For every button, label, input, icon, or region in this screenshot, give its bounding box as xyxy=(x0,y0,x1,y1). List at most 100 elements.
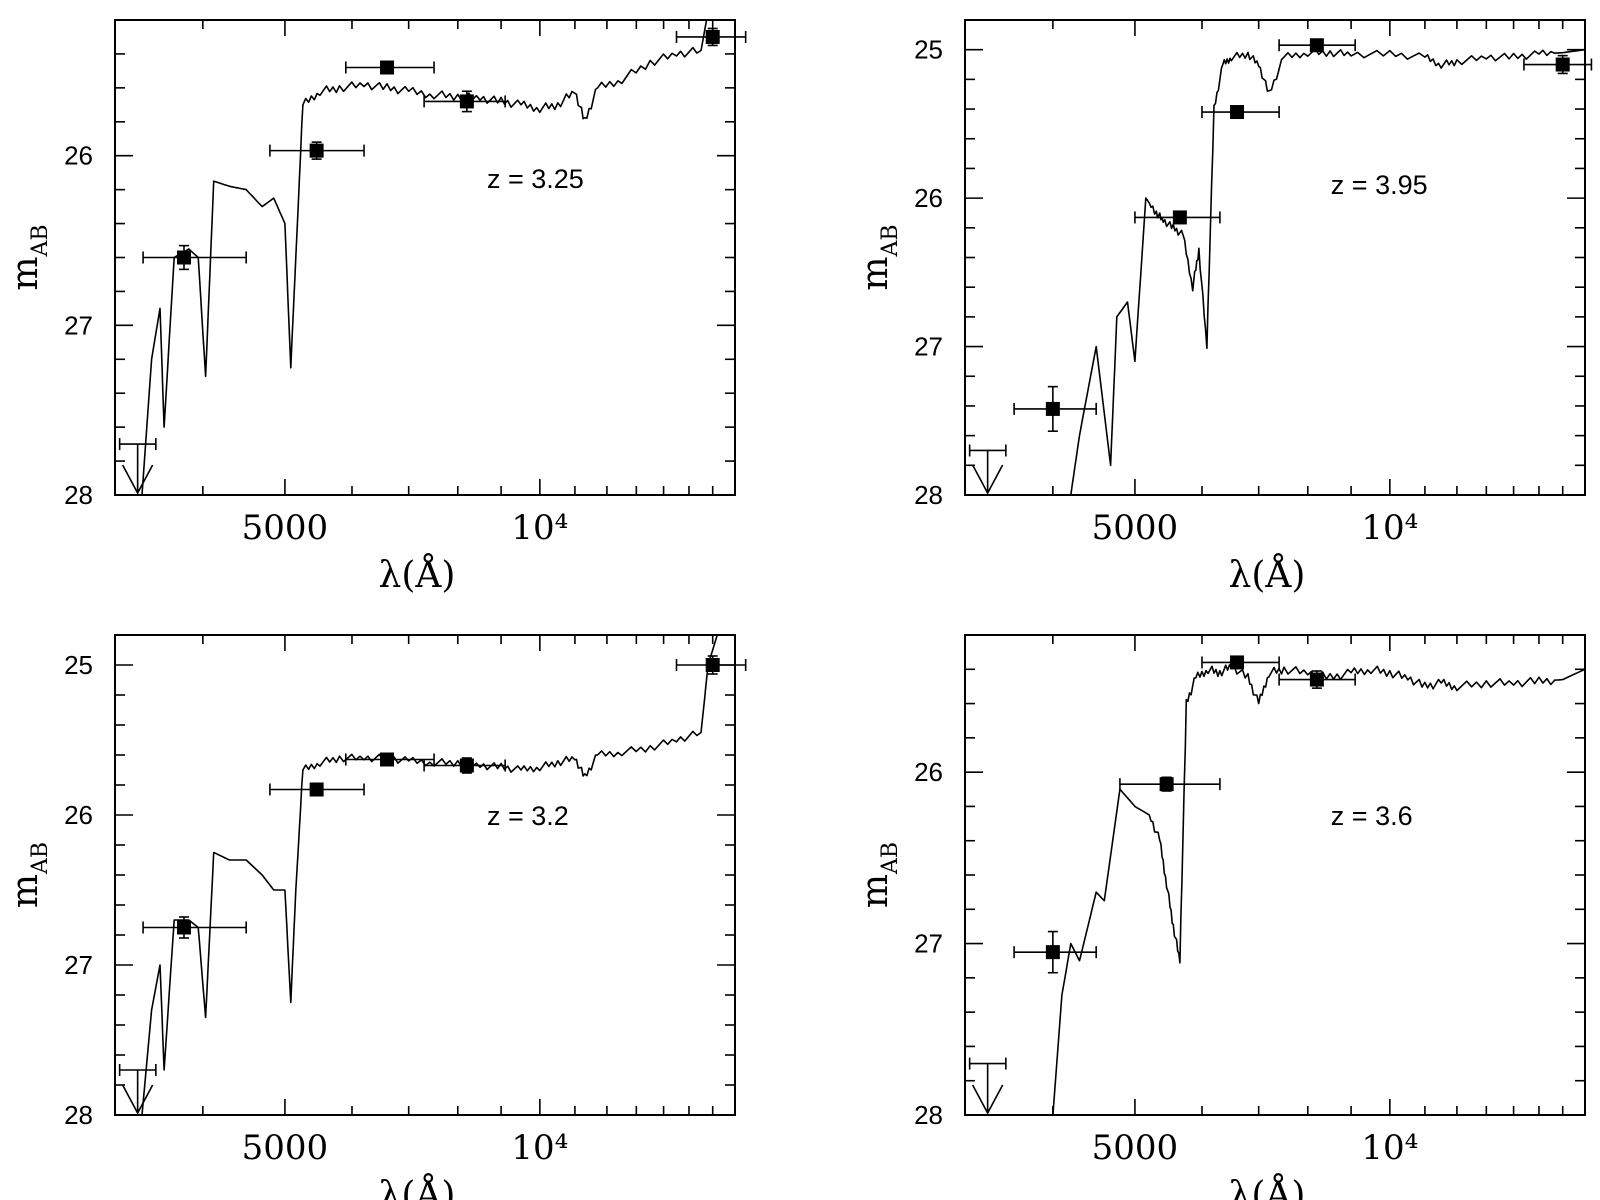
model-spectrum-line xyxy=(1052,656,1585,1115)
y-axis-label-main: m xyxy=(855,874,896,908)
photometry-point xyxy=(1201,655,1280,670)
y-tick-label: 28 xyxy=(914,480,943,510)
x-tick-label: 5000 xyxy=(242,1128,329,1168)
x-tick-label: 10⁴ xyxy=(1361,508,1418,548)
photometry-point xyxy=(423,757,506,774)
y-axis-label: mAB xyxy=(5,224,53,290)
photometry-point xyxy=(1119,776,1221,792)
y-axis-label-subscript: AB xyxy=(28,842,53,875)
x-tick-label: 5000 xyxy=(242,508,329,548)
y-axis-label-subscript: AB xyxy=(28,224,53,257)
panel-z36: 26 27 28 5000 10⁴ λ(Å) mAB z = 3.6 xyxy=(855,634,1586,1200)
photometry-marker xyxy=(176,920,191,935)
panel-z395: 25 26 27 28 5000 10⁴ λ(Å) mAB z = 3.95 xyxy=(855,19,1593,596)
photometry-point xyxy=(1201,105,1280,120)
plot-frame xyxy=(964,19,1586,496)
y-tick-label: 27 xyxy=(914,929,943,959)
y-axis-label-subscript: AB xyxy=(878,842,903,875)
y-tick-label: 28 xyxy=(64,480,93,510)
photometry-marker xyxy=(380,752,395,767)
photometry-marker xyxy=(309,782,324,797)
model-spectrum-line xyxy=(1070,43,1585,495)
y-axis-label-main: m xyxy=(855,256,896,290)
y-axis-label: mAB xyxy=(5,842,53,908)
y-tick-label: 27 xyxy=(914,332,943,362)
model-spectrum-line xyxy=(141,20,708,495)
model-spectrum-line xyxy=(141,635,719,1115)
y-axis-label-main: m xyxy=(5,874,46,908)
y-tick-label: 26 xyxy=(64,141,93,171)
redshift-annotation: z = 3.95 xyxy=(1331,170,1428,200)
photometry-point xyxy=(1523,54,1593,75)
photometry-marker xyxy=(309,143,324,158)
svg-text:mAB: mAB xyxy=(855,224,903,290)
y-axis-label-main: m xyxy=(5,256,46,290)
photometry-marker xyxy=(1172,210,1187,225)
photometry-point xyxy=(675,27,747,47)
photometry-point xyxy=(1278,38,1356,53)
x-tick-label: 5000 xyxy=(1092,1128,1179,1168)
x-axis-label: λ(Å) xyxy=(379,554,456,596)
y-tick-label: 28 xyxy=(64,1100,93,1130)
panel-z325: 26 27 28 5000 10⁴ λ(Å) mAB z = 3.25 xyxy=(5,19,747,596)
photometry-marker xyxy=(1159,777,1174,792)
upper-limit-marker xyxy=(118,1064,157,1115)
redshift-annotation: z = 3.2 xyxy=(487,801,569,831)
photometry-marker xyxy=(1309,38,1324,53)
svg-text:mAB: mAB xyxy=(855,842,903,908)
photometry-marker xyxy=(705,29,720,44)
y-axis-label: mAB xyxy=(855,842,903,908)
photometry-marker xyxy=(1555,57,1570,72)
photometry-point xyxy=(423,90,506,113)
photometry-marker xyxy=(380,60,395,75)
photometry-point xyxy=(142,244,247,271)
svg-text:mAB: mAB xyxy=(5,842,53,908)
photometry-marker xyxy=(1309,672,1324,687)
x-axis-label: λ(Å) xyxy=(1229,554,1306,596)
upper-limit-marker xyxy=(118,438,157,495)
y-tick-label: 28 xyxy=(914,1100,943,1130)
y-tick-label: 26 xyxy=(914,757,943,787)
x-axis-label: λ(Å) xyxy=(379,1174,456,1200)
photometry-marker xyxy=(1045,401,1060,416)
photometry-point xyxy=(142,916,247,939)
upper-limit-marker xyxy=(968,1057,1007,1115)
x-tick-label: 10⁴ xyxy=(511,508,568,548)
photometry-marker xyxy=(459,94,474,109)
x-tick-label: 10⁴ xyxy=(511,1128,568,1168)
photometry-point xyxy=(344,60,435,75)
photometry-point xyxy=(1134,210,1221,225)
photometry-marker xyxy=(1230,105,1245,120)
photometry-marker xyxy=(459,758,474,773)
x-tick-label: 5000 xyxy=(1092,508,1179,548)
upper-limit-marker xyxy=(968,444,1007,495)
y-tick-label: 25 xyxy=(914,35,943,65)
arrow-head xyxy=(121,1084,154,1115)
svg-text:mAB: mAB xyxy=(5,224,53,290)
photometry-point xyxy=(269,141,365,160)
arrow-head xyxy=(121,464,154,495)
y-axis-label: mAB xyxy=(855,224,903,290)
photometry-point xyxy=(1278,670,1356,689)
photometry-point xyxy=(1013,930,1097,974)
arrow-head xyxy=(971,1084,1004,1115)
photometry-marker xyxy=(1230,655,1245,670)
panel-z32: 25 26 27 28 5000 10⁴ λ(Å) mAB z = 3.2 xyxy=(5,634,747,1200)
photometry-point xyxy=(675,655,747,675)
redshift-annotation: z = 3.6 xyxy=(1331,801,1413,831)
redshift-annotation: z = 3.25 xyxy=(487,164,584,194)
y-tick-label: 25 xyxy=(64,650,93,680)
x-axis-label: λ(Å) xyxy=(1229,1174,1306,1200)
y-tick-label: 26 xyxy=(914,183,943,213)
plot-frame xyxy=(114,634,736,1116)
y-axis-label-subscript: AB xyxy=(878,224,903,257)
photometry-marker xyxy=(176,250,191,265)
photometry-marker xyxy=(1045,945,1060,960)
y-tick-label: 26 xyxy=(64,800,93,830)
photometry-marker xyxy=(705,658,720,672)
photometry-point xyxy=(269,782,365,797)
y-tick-label: 27 xyxy=(64,310,93,340)
x-tick-label: 10⁴ xyxy=(1361,1128,1418,1168)
